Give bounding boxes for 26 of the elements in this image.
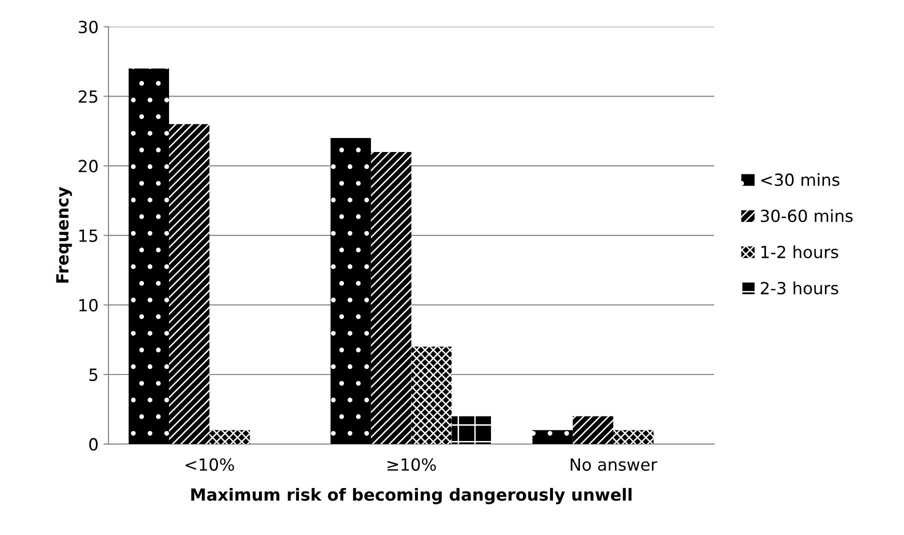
bar xyxy=(452,416,492,444)
x-tick-label: <10% xyxy=(186,458,234,471)
bar xyxy=(613,430,654,444)
bar xyxy=(370,152,412,444)
y-tick-label: 30 xyxy=(78,20,98,34)
y-tick-label: 0 xyxy=(89,438,98,451)
y-axis-title: Frequency xyxy=(56,186,72,283)
legend-label: 2-3 hours xyxy=(760,282,838,294)
x-tick-label: No answer xyxy=(570,458,658,471)
legend-label: 30-60 mins xyxy=(760,209,853,222)
x-axis-title: Maximum risk of becoming dangerously unwell xyxy=(191,488,632,504)
bar xyxy=(532,430,573,444)
y-tick-label: 10 xyxy=(79,298,98,312)
legend-label: 1-2 hours xyxy=(761,245,838,258)
y-tick-label: 20 xyxy=(78,160,98,172)
bar xyxy=(411,346,452,444)
y-tick-label: 5 xyxy=(89,368,98,382)
bar xyxy=(169,124,210,444)
legend-label: <30 mins xyxy=(761,173,840,186)
y-tick-label: 15 xyxy=(79,230,98,242)
x-tick-label: ≥10% xyxy=(388,458,436,471)
y-tick-label: 25 xyxy=(78,90,98,103)
bar xyxy=(572,416,614,444)
bar xyxy=(128,68,170,444)
bar xyxy=(209,430,250,444)
bar xyxy=(330,138,371,444)
